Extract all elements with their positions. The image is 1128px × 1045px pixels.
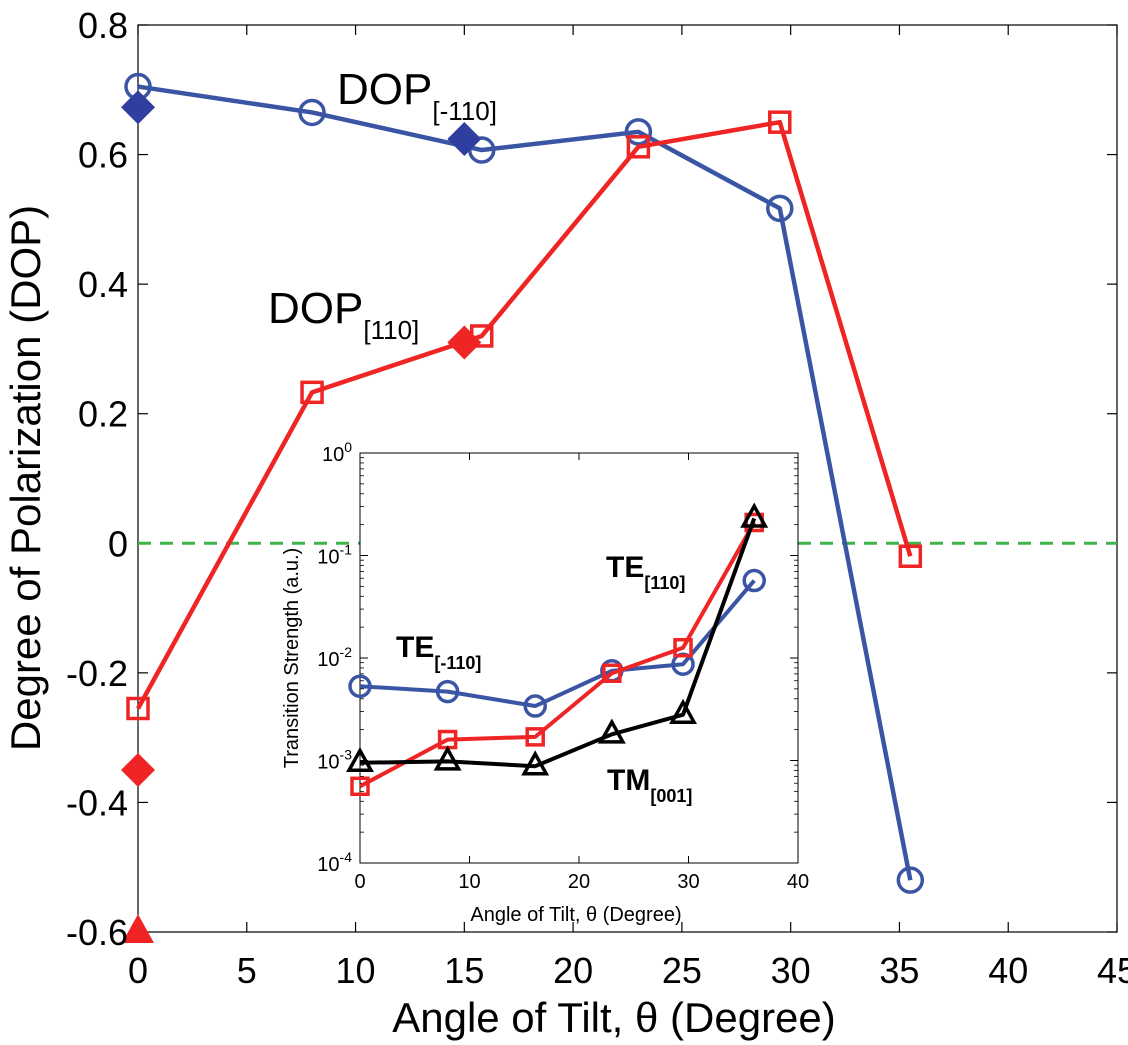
- main-series-3: [121, 325, 482, 788]
- main-x-tick-label: 15: [444, 950, 484, 991]
- main-x-tick-label: 45: [1097, 950, 1128, 991]
- annotation-dop-m110: DOP[-110]: [337, 65, 497, 126]
- main-data-point: [626, 135, 651, 159]
- inset-y-tick-label: 10-4: [317, 849, 352, 876]
- main-y-tick-label: 0.2: [78, 394, 128, 435]
- main-series-line: [136, 119, 913, 710]
- main-tick-labels: 0 5 10 15 20 25 30 35 40 45 -0.6 -0.4 -0.2 0 0.2 0.4 0.6…: [66, 5, 1128, 991]
- annotation-dop-110: DOP[110]: [268, 284, 419, 345]
- inset-data-point: [435, 679, 460, 704]
- inset-data-point: [597, 718, 626, 744]
- inset-x-tick-label: 20: [568, 871, 590, 893]
- inset-data-point: [348, 674, 372, 699]
- main-series-line: [137, 84, 913, 881]
- inset-plot-background: [359, 452, 799, 864]
- annotation-dop-m110-sub: [-110]: [432, 96, 497, 126]
- main-data-point: [121, 753, 155, 788]
- inset-series-line: [359, 517, 757, 769]
- inset-data-point: [433, 745, 462, 771]
- annotation-dop-m110-main: DOP: [337, 65, 432, 114]
- main-y-tick-label: -0.6: [66, 912, 128, 953]
- inset-y-tick-label: 100: [322, 439, 352, 466]
- inset-y-tick-label: 10-3: [317, 747, 352, 774]
- inset-tick-labels: 0 10 20 30 40 100 10-1 10-2 10-3 10-4: [317, 439, 809, 893]
- inset-data-point: [669, 698, 697, 724]
- main-series-1: [126, 110, 923, 721]
- inset-series-2: [346, 502, 769, 776]
- inset-data-point: [740, 502, 769, 528]
- inset-data-point: [346, 746, 374, 773]
- inset-x-axis-label: Angle of Tilt, θ (Degree): [470, 904, 681, 926]
- inset-x-tick-label: 0: [354, 871, 365, 893]
- main-y-tick-label: -0.2: [66, 653, 128, 694]
- main-data-point: [121, 90, 155, 125]
- main-x-axis-label: Angle of Tilt, θ (Degree): [392, 994, 836, 1041]
- main-data-point: [126, 696, 150, 721]
- annotation-te-m110-sub: [-110]: [434, 653, 481, 673]
- main-data-point: [122, 914, 154, 943]
- annotation-te-110-sub: [110]: [644, 573, 685, 593]
- main-data-point: [447, 325, 482, 360]
- main-plot-frame: [137, 24, 1118, 933]
- main-series-4: [122, 914, 154, 943]
- annotation-dop-110-main: DOP: [268, 284, 363, 333]
- inset-data-point: [525, 727, 545, 747]
- annotation-te-m110: TE[-110]: [396, 631, 481, 673]
- main-data-point: [624, 118, 653, 146]
- inset-y-tick-label: 10-1: [317, 542, 352, 569]
- annotation-tm-001: TM[001]: [607, 764, 692, 806]
- main-x-tick-label: 5: [237, 950, 257, 991]
- inset-y-axis-label: Transition Strength (a.u.): [281, 548, 303, 768]
- main-y-tick-label: 0.8: [78, 5, 128, 46]
- inset-series-line: [359, 521, 756, 789]
- annotation-tm-001-main: TM: [607, 764, 650, 797]
- annotation-te-110-main: TE: [606, 551, 644, 584]
- main-data-point: [298, 98, 326, 127]
- main-series-2: [121, 90, 482, 157]
- inset-x-tick-label: 40: [787, 871, 809, 893]
- main-data-point: [896, 866, 925, 894]
- main-y-tick-label: 0: [108, 523, 128, 564]
- main-x-tick-label: 35: [879, 950, 919, 991]
- main-x-tick-label: 10: [336, 950, 376, 991]
- main-series: [121, 72, 925, 943]
- main-y-tick-label: -0.4: [66, 782, 128, 823]
- inset-series-line: [359, 579, 756, 709]
- inset-data-point: [521, 750, 550, 776]
- main-data-point: [300, 380, 324, 405]
- annotation-te-110: TE[110]: [606, 551, 685, 593]
- annotation-tm-001-sub: [001]: [650, 786, 692, 806]
- inset-data-point: [523, 694, 547, 718]
- inset-y-tick-label: 10-2: [317, 644, 352, 671]
- main-x-tick-label: 25: [662, 950, 702, 991]
- annotation-dop-110-sub: [110]: [363, 315, 419, 345]
- main-y-tick-label: 0.6: [78, 135, 128, 176]
- main-y-tick-label: 0.4: [78, 264, 128, 305]
- inset-x-tick-label: 30: [677, 871, 699, 893]
- inset-x-tick-label: 10: [458, 871, 480, 893]
- main-series-0: [124, 72, 925, 894]
- main-y-axis-label: Degree of Polarization (DOP): [2, 205, 49, 751]
- main-data-point: [447, 122, 482, 157]
- inset-data-point: [673, 637, 693, 658]
- inset-ticks: [359, 452, 799, 864]
- inset-data-point: [350, 776, 370, 797]
- main-data-point: [768, 110, 792, 134]
- main-x-tick-label: 30: [771, 950, 811, 991]
- annotation-te-m110-main: TE: [396, 631, 434, 664]
- main-data-point: [898, 544, 923, 568]
- main-x-tick-label: 0: [128, 950, 148, 991]
- inset-series: [346, 502, 769, 797]
- main-x-tick-label: 20: [553, 950, 593, 991]
- main-data-point: [766, 194, 794, 223]
- inset-data-point: [742, 568, 766, 593]
- main-x-tick-label: 40: [988, 950, 1028, 991]
- inset-data-point: [602, 663, 622, 683]
- inset-plot: 0 10 20 30 40 100 10-1 10-2 10-3 10-4 Angle of Ti…: [281, 439, 809, 926]
